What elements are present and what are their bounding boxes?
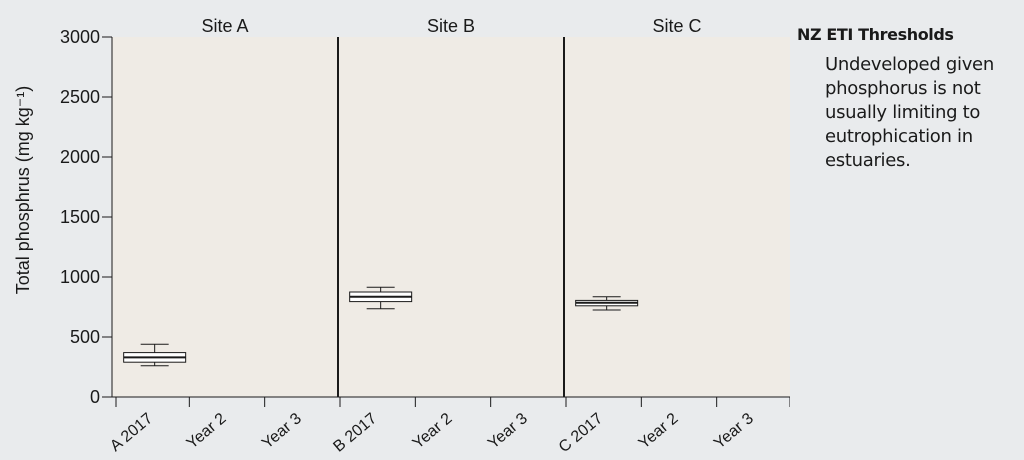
x-tick-label: Year 2 — [410, 410, 456, 452]
y-tick-label: 500 — [70, 327, 100, 347]
x-tick-label: Year 3 — [485, 410, 531, 452]
y-tick-label: 3000 — [60, 27, 100, 47]
y-tick-label: 2500 — [60, 87, 100, 107]
box-a-2017 — [123, 343, 187, 367]
y-axis-label: Total phosphrus (mg kg⁻¹) — [13, 86, 33, 295]
y-tick-label: 1000 — [60, 267, 100, 287]
x-tick-label: Year 2 — [184, 410, 230, 452]
box-b-2017 — [349, 286, 413, 310]
x-tick-label: Year 3 — [711, 410, 757, 452]
legend-title: NZ ETI Thresholds — [797, 25, 954, 44]
x-tick-label: Year 3 — [259, 410, 305, 452]
panel-title: Site B — [427, 16, 475, 36]
box-c-2017 — [575, 296, 639, 311]
legend-panel: NZ ETI Thresholds Undeveloped given phos… — [797, 25, 1024, 173]
box-plot-chart: 0 500 1000 1500 2000 2500 3000 Site A A 2017 Year… — [13, 16, 790, 456]
x-tick-label: A 2017 — [107, 410, 156, 455]
plot-background — [112, 37, 790, 397]
x-tick-label: C 2017 — [556, 410, 607, 456]
y-tick-label: 2000 — [60, 147, 100, 167]
panel-title: Site A — [201, 16, 248, 36]
x-tick-label: Year 2 — [636, 410, 682, 452]
legend-text: Undeveloped given phosphorus is not usua… — [825, 54, 994, 171]
panel-title: Site C — [652, 16, 701, 36]
x-tick-label: B 2017 — [330, 410, 380, 456]
y-tick-label: 1500 — [60, 207, 100, 227]
y-tick-label: 0 — [90, 387, 100, 407]
